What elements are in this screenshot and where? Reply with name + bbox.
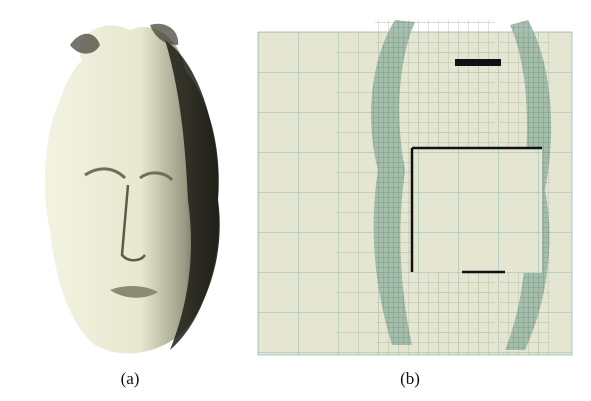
head-render [45, 24, 220, 354]
adaptive-grid [258, 20, 572, 355]
figure: (a) (b) [0, 0, 591, 401]
black-bar [455, 59, 501, 66]
figure-canvas: (a) (b) [0, 0, 591, 401]
caption-a: (a) [121, 369, 140, 388]
caption-b: (b) [400, 369, 420, 388]
